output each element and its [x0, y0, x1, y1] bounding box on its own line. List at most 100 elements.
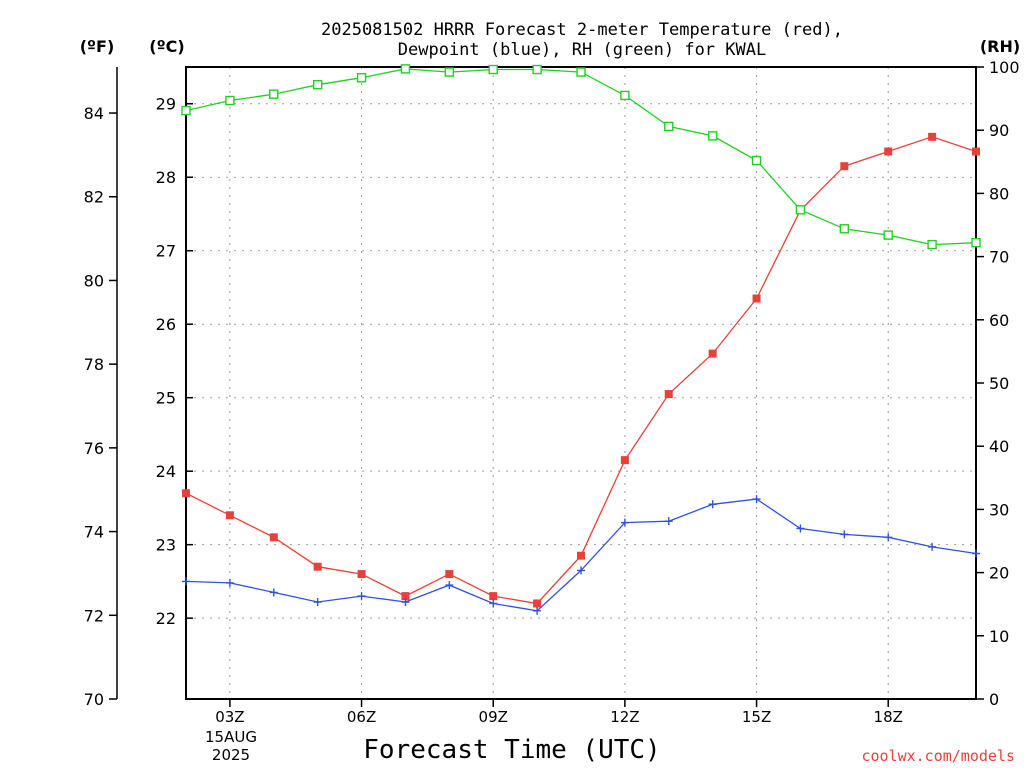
dewpoint-point [752, 495, 761, 504]
fahrenheit-tick-label: 78 [84, 355, 104, 374]
celsius-tick-label: 25 [156, 389, 176, 408]
fahrenheit-tick-label: 80 [84, 271, 104, 290]
dewpoint-point [928, 542, 937, 551]
temperature-point [225, 511, 234, 520]
grid-lines [186, 67, 976, 699]
dewpoint-point [401, 597, 410, 606]
temperature-point [445, 570, 454, 579]
dewpoint-point [313, 597, 322, 606]
x-tick-label: 18Z [874, 708, 903, 726]
dewpoint-point [357, 592, 366, 601]
fahrenheit-tick-label: 82 [84, 188, 104, 207]
celsius-tick-label: 27 [156, 242, 176, 261]
celsius-tick-label: 23 [156, 536, 176, 555]
chart-title: 2025081502 HRRR Forecast 2-meter Tempera… [321, 20, 843, 40]
rh-tick-label: 70 [989, 248, 1009, 267]
rh-point [707, 131, 718, 141]
dewpoint-point [884, 533, 893, 542]
rh-tick-label: 50 [989, 374, 1009, 393]
celsius-tick-label: 26 [156, 315, 176, 334]
x-axis-title: Forecast Time (UTC) [363, 735, 660, 765]
series-layer [181, 64, 981, 615]
rh-point [620, 90, 630, 101]
rh-point [356, 73, 367, 83]
temperature-point [752, 294, 761, 303]
temperature-point [357, 570, 366, 579]
dewpoint-point [489, 599, 498, 608]
rh-point [312, 79, 323, 90]
celsius-tick-label: 24 [156, 462, 176, 481]
rh-tick-label: 10 [989, 627, 1009, 646]
dewpoint-point [533, 606, 542, 615]
rh-tick-label: 40 [989, 437, 1009, 456]
rh-point [971, 237, 981, 248]
dewpoint-point [972, 549, 980, 558]
date-year-label: 2025 [212, 746, 250, 764]
rh-point [444, 67, 455, 77]
temperature-point [401, 592, 410, 601]
fahrenheit-tick-label: 74 [84, 523, 104, 542]
temperature-point [664, 390, 673, 399]
celsius-tick-label: 28 [156, 168, 176, 187]
fahrenheit-tick-label: 76 [84, 439, 104, 458]
rh-tick-label: 0 [989, 690, 999, 709]
x-tick-label: 12Z [610, 708, 639, 726]
rh-unit-label: (RH) [980, 37, 1020, 56]
dewpoint-point [620, 518, 629, 527]
temperature-point [182, 489, 190, 498]
dewpoint-point [840, 530, 849, 539]
fahrenheit-tick-label: 84 [84, 104, 104, 123]
rh-point [751, 155, 762, 166]
tick-labels: 03Z 06Z 09Z 12Z 15Z 18Z 22 23 24 25 26 27 28 29 70 72 74… [84, 58, 1020, 726]
credit-text: coolwx.com/models [861, 747, 1015, 765]
temperature-point [533, 599, 542, 608]
dewpoint-point [225, 578, 234, 587]
celsius-unit-label: (ºC) [149, 37, 184, 56]
rh-line [185, 68, 977, 246]
x-tick-label: 09Z [479, 708, 508, 726]
dewpoint-point [182, 577, 190, 586]
celsius-tick-label: 22 [156, 609, 176, 628]
chart-subtitle: Dewpoint (blue), RH (green) for KWAL [398, 40, 766, 60]
rh-point [927, 239, 937, 250]
temperature-point [972, 147, 980, 156]
temperature-point [313, 562, 322, 571]
temperature-point [708, 349, 717, 358]
rh-point [488, 64, 498, 75]
rh-point [532, 64, 542, 75]
rh-point [225, 95, 235, 106]
rh-point [664, 121, 674, 132]
fahrenheit-tick-label: 72 [84, 606, 104, 625]
dewpoint-point [445, 581, 454, 590]
rh-point [181, 105, 191, 116]
dewpoint-point [708, 500, 717, 509]
rh-point [795, 205, 806, 215]
dewpoint-point [664, 517, 673, 526]
temperature-point [840, 162, 849, 171]
temperature-point [928, 132, 937, 141]
rh-tick-label: 20 [989, 564, 1009, 583]
x-tick-label: 03Z [215, 708, 244, 726]
temperature-point [269, 533, 278, 542]
plot-frame [185, 66, 977, 700]
rh-point [269, 89, 279, 99]
temperature-point [577, 551, 585, 560]
temperature-point [620, 456, 629, 465]
rh-point [883, 230, 893, 240]
rh-tick-label: 90 [989, 121, 1009, 140]
axes [109, 66, 984, 707]
temperature-point [489, 592, 498, 601]
dewpoint-point [577, 566, 585, 575]
date-day-label: 15AUG [205, 728, 257, 746]
rh-point [400, 64, 411, 74]
x-tick-label: 15Z [742, 708, 771, 726]
rh-tick-label: 60 [989, 311, 1009, 330]
dewpoint-point [796, 524, 805, 533]
rh-tick-label: 80 [989, 184, 1009, 203]
celsius-tick-label: 29 [156, 95, 176, 114]
temperature-point [884, 147, 893, 156]
rh-tick-label: 100 [989, 58, 1020, 77]
rh-point [576, 67, 586, 77]
x-tick-label: 06Z [347, 708, 376, 726]
